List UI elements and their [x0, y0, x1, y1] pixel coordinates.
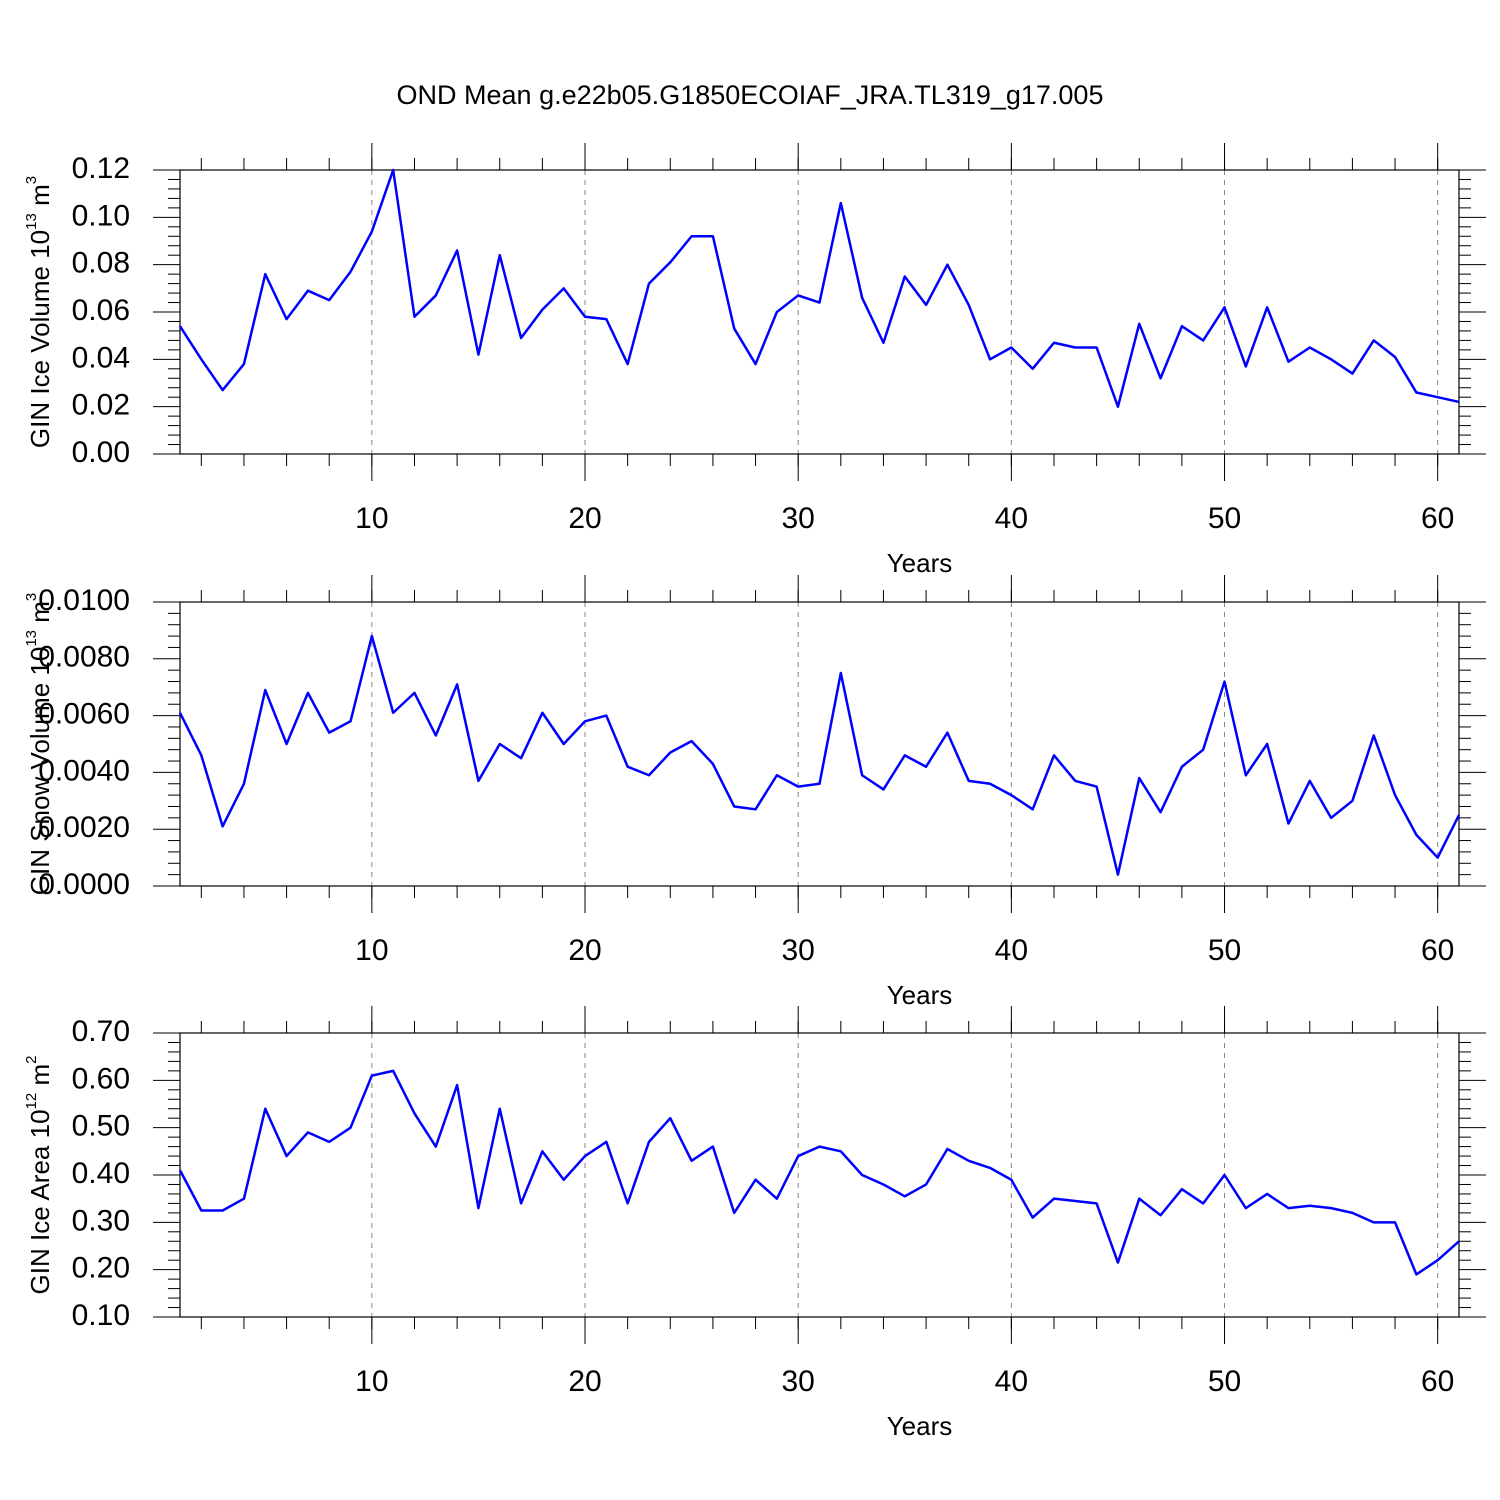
y-axis-label-part: GIN Snow Volume 10 — [25, 647, 55, 896]
y-axis-label-exponent: 3 — [23, 176, 40, 184]
x-tick-label: 20 — [568, 502, 601, 535]
x-tick-label: 20 — [568, 1365, 601, 1398]
y-tick-label: 0.0100 — [38, 584, 130, 617]
y-tick-label: 0.00 — [72, 436, 130, 469]
y-axis-label: GIN Ice Volume 1013 m3 — [23, 176, 55, 448]
y-tick-label: 0.0000 — [38, 868, 130, 901]
y-axis-label-part: m — [25, 184, 55, 213]
y-tick-label: 0.06 — [72, 294, 130, 327]
y-axis-label-part: m — [25, 1064, 55, 1093]
x-tick-label: 20 — [568, 934, 601, 967]
y-tick-label: 0.10 — [72, 199, 130, 232]
x-tick-label: 30 — [781, 1365, 814, 1398]
y-axis-label: GIN Snow Volume 1013 m3 — [23, 593, 55, 896]
x-tick-label: 30 — [781, 502, 814, 535]
x-tick-label: 10 — [355, 934, 388, 967]
x-axis-label: Years — [887, 1411, 953, 1441]
x-tick-label: 10 — [355, 1365, 388, 1398]
y-axis-label-exponent: 12 — [23, 1093, 40, 1110]
y-axis-label-part: m — [25, 601, 55, 630]
x-tick-label: 60 — [1421, 1365, 1454, 1398]
x-tick-label: 60 — [1421, 934, 1454, 967]
y-tick-label: 0.0040 — [38, 754, 130, 787]
y-tick-label: 0.20 — [72, 1252, 130, 1285]
data-line — [178, 168, 1460, 408]
panel: 10 20 30 40 50 60 0.0000 0.0020 0.0040 0.0060 0.00… — [23, 575, 1486, 1010]
y-tick-label: 0.30 — [72, 1204, 130, 1237]
x-tick-label: 40 — [995, 1365, 1028, 1398]
plot-frame — [179, 1032, 1460, 1318]
x-tick-label: 50 — [1208, 1365, 1241, 1398]
data-line — [178, 1069, 1460, 1276]
x-tick-label: 40 — [995, 934, 1028, 967]
y-axis-label-part: GIN Ice Volume 10 — [25, 230, 55, 448]
x-tick-label: 30 — [781, 934, 814, 967]
y-tick-label: 0.10 — [72, 1299, 130, 1332]
data-line — [178, 634, 1461, 876]
y-tick-label: 0.70 — [72, 1015, 130, 1048]
y-tick-label: 0.08 — [72, 247, 130, 280]
y-tick-label: 0.60 — [72, 1062, 130, 1095]
y-tick-label: 0.04 — [72, 341, 130, 374]
y-axis-label-exponent: 2 — [23, 1056, 40, 1064]
panel: 10 20 30 40 50 60 0.00 0.02 0.04 0.06 0.08 0.10 0.12… — [23, 143, 1486, 578]
y-axis-label-exponent: 3 — [23, 593, 40, 601]
y-tick-label: 0.0060 — [38, 698, 130, 731]
plot-frame — [179, 169, 1460, 455]
y-axis-label: GIN Ice Area 1012 m2 — [23, 1056, 55, 1295]
y-tick-label: 0.02 — [72, 389, 130, 422]
x-tick-label: 40 — [995, 502, 1028, 535]
x-tick-label: 10 — [355, 502, 388, 535]
y-axis-label-exponent: 13 — [23, 630, 40, 647]
panel: 10 20 30 40 50 60 0.10 0.20 0.30 0.40 0.50 0.60 0.70… — [23, 1006, 1486, 1441]
figure-title: OND Mean g.e22b05.G1850ECOIAF_JRA.TL319_… — [397, 80, 1104, 110]
y-axis-label-part: GIN Ice Area 10 — [25, 1109, 55, 1294]
y-tick-label: 0.12 — [72, 152, 130, 185]
x-tick-label: 50 — [1208, 934, 1241, 967]
x-axis-label: Years — [887, 980, 953, 1010]
y-tick-label: 0.0020 — [38, 811, 130, 844]
x-tick-label: 60 — [1421, 502, 1454, 535]
y-tick-label: 0.40 — [72, 1157, 130, 1190]
x-axis-label: Years — [887, 548, 953, 578]
x-tick-label: 50 — [1208, 502, 1241, 535]
y-axis-label-exponent: 13 — [23, 213, 40, 230]
y-tick-label: 0.50 — [72, 1110, 130, 1143]
plot-frame — [179, 601, 1460, 887]
y-tick-label: 0.0080 — [38, 641, 130, 674]
